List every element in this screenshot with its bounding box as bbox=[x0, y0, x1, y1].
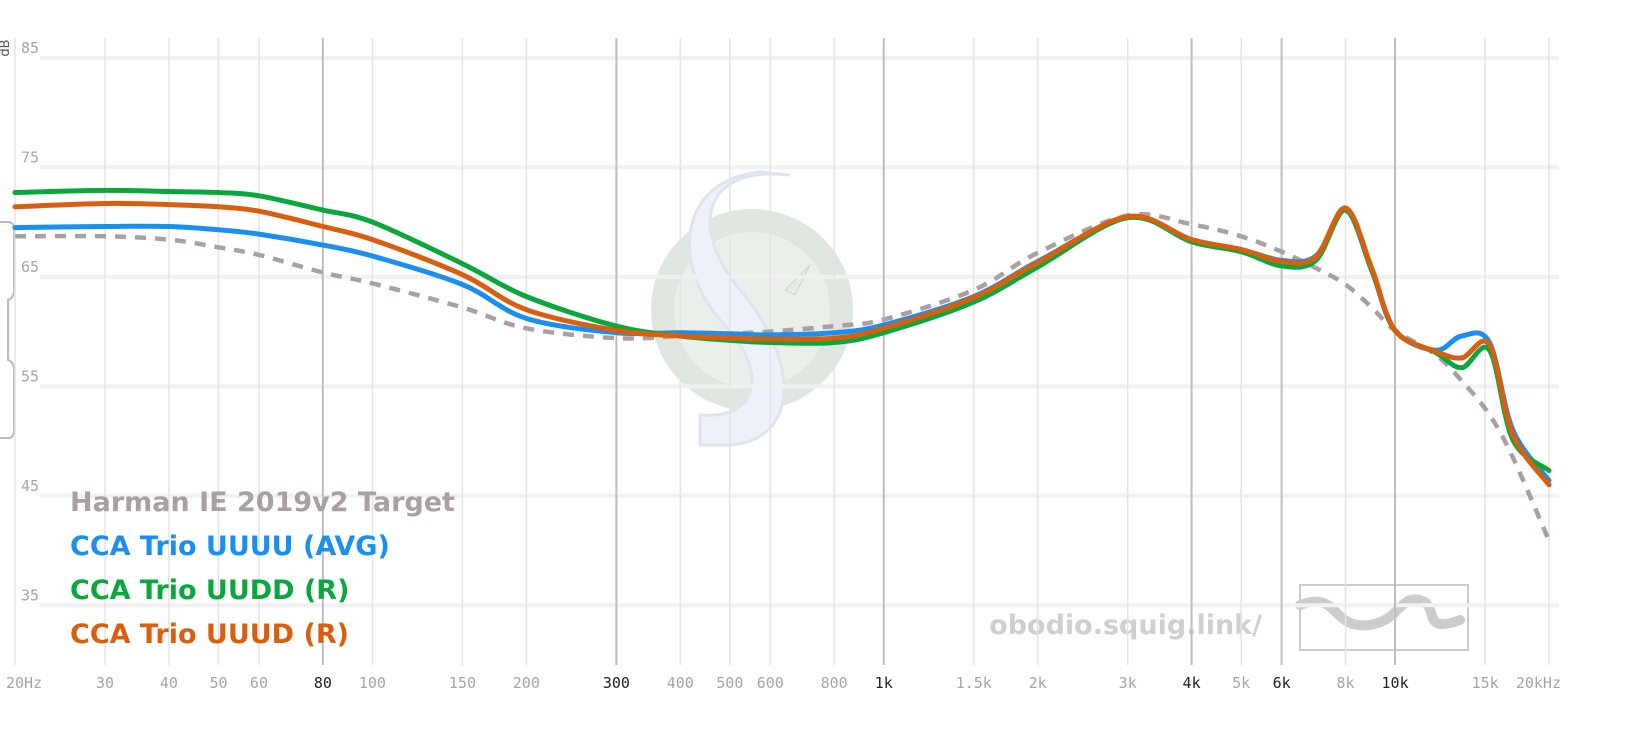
x-tick-label: 600 bbox=[757, 674, 784, 692]
x-tick-label: 8k bbox=[1336, 674, 1354, 692]
side-handle bbox=[0, 221, 15, 439]
x-tick-label: 20kHz bbox=[1516, 674, 1561, 692]
x-tick-label: 40 bbox=[160, 674, 178, 692]
watermark-logo bbox=[651, 170, 853, 447]
series-line bbox=[12, 200, 1552, 488]
legend-entry: Harman IE 2019v2 Target bbox=[70, 487, 455, 518]
y-tick-label: 85 bbox=[21, 39, 39, 57]
x-tick-label: 300 bbox=[603, 674, 630, 692]
y-tick-label: 45 bbox=[21, 477, 39, 495]
logo-box bbox=[1299, 584, 1469, 651]
labels: 35 45 55 65 75 85 20Hz 30 40 50 60 80 100 150 200 300 40… bbox=[6, 39, 1561, 692]
x-tick-label: 800 bbox=[821, 674, 848, 692]
y-tick-label: 35 bbox=[21, 586, 39, 604]
y-axis-label: dB bbox=[0, 39, 13, 56]
y-tick-label: 65 bbox=[21, 258, 39, 276]
x-tick-label: 60 bbox=[250, 674, 268, 692]
x-tick-label: 10k bbox=[1382, 674, 1409, 692]
legend-entry: CCA Trio UUUU (AVG) bbox=[70, 531, 390, 562]
x-tick-label: 2k bbox=[1029, 674, 1047, 692]
x-tick-label: 50 bbox=[209, 674, 227, 692]
x-tick-label: 5k bbox=[1232, 674, 1250, 692]
legend-entry: CCA Trio UUUD (R) bbox=[70, 619, 349, 650]
grid bbox=[14, 38, 1559, 665]
x-tick-label: 1k bbox=[875, 674, 893, 692]
x-tick-label: 30 bbox=[96, 674, 114, 692]
logo-wave bbox=[1295, 594, 1465, 631]
x-tick-label: 200 bbox=[513, 674, 540, 692]
x-tick-label: 80 bbox=[314, 674, 332, 692]
lines bbox=[12, 187, 1552, 542]
x-tick-label: 100 bbox=[359, 674, 386, 692]
x-tick-label: 150 bbox=[449, 674, 476, 692]
legend-entry: CCA Trio UUDD (R) bbox=[70, 575, 349, 606]
x-tick-label: 4k bbox=[1183, 674, 1201, 692]
logo-s bbox=[688, 170, 791, 447]
x-tick-label: 15k bbox=[1472, 674, 1499, 692]
handle-shape bbox=[0, 221, 15, 439]
x-tick-label: 20Hz bbox=[6, 674, 42, 692]
x-tick-label: 6k bbox=[1273, 674, 1291, 692]
site-logo bbox=[1295, 584, 1469, 651]
x-tick-label: 400 bbox=[667, 674, 694, 692]
x-tick-label: 3k bbox=[1119, 674, 1137, 692]
watermark-text: obodio.squig.link/ bbox=[989, 610, 1262, 641]
y-tick-label: 55 bbox=[21, 367, 39, 385]
x-tick-label: 1.5k bbox=[956, 674, 992, 692]
x-tick-label: 500 bbox=[716, 674, 743, 692]
y-tick-label: 75 bbox=[21, 148, 39, 166]
